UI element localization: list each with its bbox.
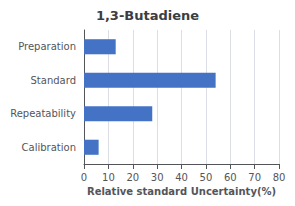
- svg-text:Relative standard Uncertainty(: Relative standard Uncertainty(%): [87, 186, 276, 197]
- svg-text:Repeatability: Repeatability: [10, 108, 76, 119]
- svg-text:Preparation: Preparation: [18, 41, 76, 52]
- svg-text:10: 10: [102, 172, 115, 183]
- svg-text:0: 0: [81, 172, 87, 183]
- svg-text:60: 60: [224, 172, 237, 183]
- svg-text:Calibration: Calibration: [22, 142, 76, 153]
- svg-text:1,3-Butadiene: 1,3-Butadiene: [96, 8, 199, 23]
- svg-text:20: 20: [126, 172, 139, 183]
- svg-text:50: 50: [200, 172, 213, 183]
- svg-text:30: 30: [151, 172, 164, 183]
- svg-text:40: 40: [175, 172, 188, 183]
- svg-text:Standard: Standard: [31, 75, 77, 86]
- svg-text:80: 80: [273, 172, 286, 183]
- svg-text:70: 70: [248, 172, 261, 183]
